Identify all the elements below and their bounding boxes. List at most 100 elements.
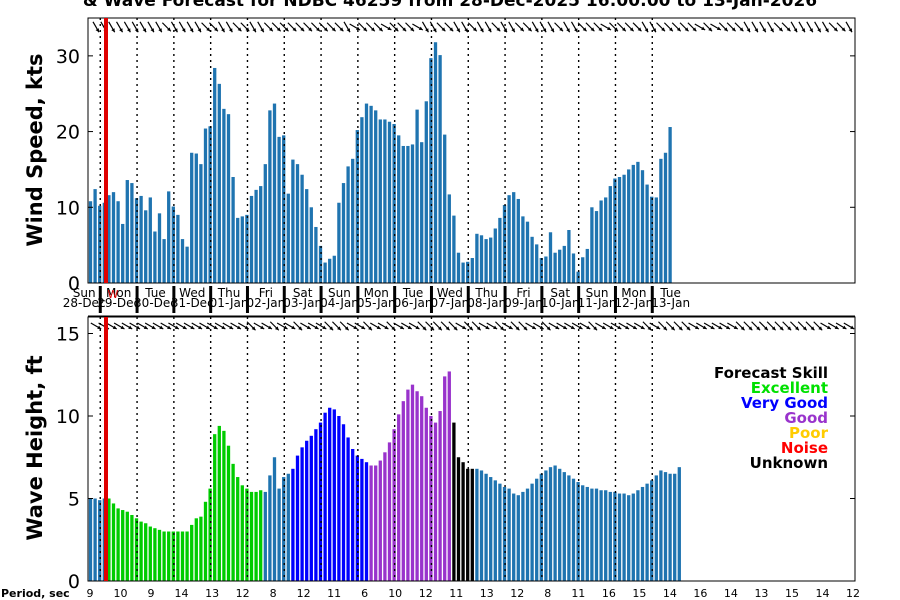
wave-arrow-head xyxy=(415,325,420,329)
wave-bar xyxy=(88,498,93,581)
day-date-label: 09-Jan xyxy=(504,296,543,310)
wind-bar xyxy=(369,105,373,283)
wave-arrow-head xyxy=(384,325,389,329)
day-name-label: Mon xyxy=(364,286,389,300)
wind-bar xyxy=(263,164,267,283)
wave-arrow-head xyxy=(213,325,218,329)
wave-bar xyxy=(562,472,566,581)
wave-bar xyxy=(654,475,658,581)
wave-bar xyxy=(107,498,111,581)
wind-arrow-head xyxy=(237,27,242,32)
wave-bar xyxy=(144,523,148,581)
legend-item-noise: Noise xyxy=(781,439,828,457)
wind-arrow-head xyxy=(684,27,689,32)
period-tick: 8 xyxy=(270,587,277,600)
wave-bar xyxy=(360,458,364,581)
wind-bar xyxy=(424,101,428,283)
wave-bar xyxy=(585,486,589,581)
wind-day-gridlines xyxy=(99,18,653,283)
wind-arrow-head xyxy=(410,27,414,32)
period-tick: 12 xyxy=(510,587,524,600)
wave-bar xyxy=(397,414,401,581)
day-date-label: 31-Dec xyxy=(171,296,214,310)
wave-bar xyxy=(130,515,134,581)
wave-bar xyxy=(489,477,493,581)
wind-bar xyxy=(613,178,617,283)
wave-bar xyxy=(415,391,419,581)
wind-bar xyxy=(470,258,474,283)
wind-y-tick-label: 0 xyxy=(68,273,80,295)
wind-bar xyxy=(502,205,507,283)
day-name-label: Mon xyxy=(106,286,131,300)
wave-bar xyxy=(231,463,235,581)
wave-bar xyxy=(222,430,226,581)
wave-bar xyxy=(599,490,603,581)
wind-arrow-head xyxy=(770,28,774,33)
wave-arrow-head xyxy=(617,325,622,329)
wind-bar xyxy=(627,169,631,283)
day-name-label: Mon xyxy=(621,286,646,300)
wave-height-panel: Wave Height, ft 0 5 10 15 Forecast Skill Ex… xyxy=(1,316,861,600)
period-tick: 6 xyxy=(361,587,368,600)
wind-arrow-head xyxy=(126,28,131,33)
wind-arrow-head xyxy=(574,28,578,33)
wave-bar xyxy=(185,531,189,581)
wave-bar xyxy=(148,526,152,581)
wave-bar xyxy=(190,524,194,581)
wave-bar xyxy=(272,457,277,581)
wave-arrow-head xyxy=(453,326,458,331)
wind-bar xyxy=(360,117,364,283)
wave-bar xyxy=(364,462,369,581)
period-tick: 8 xyxy=(544,587,551,600)
wave-arrow-head xyxy=(686,326,691,331)
wind-y-axis-label: Wind Speed, kts xyxy=(23,53,47,246)
wave-bar xyxy=(318,422,323,581)
wave-arrow-head xyxy=(748,326,753,331)
wind-arrow-head xyxy=(582,27,587,32)
wind-bar xyxy=(631,164,635,283)
period-tick: 10 xyxy=(114,587,128,600)
wind-y-tick-label: 10 xyxy=(56,197,80,219)
wind-arrow-head xyxy=(268,27,273,32)
wave-bar xyxy=(401,401,405,581)
wind-arrow-head xyxy=(676,27,681,32)
wave-y-tick-label: 10 xyxy=(56,406,80,428)
wave-bar xyxy=(199,516,203,581)
wave-arrow-head xyxy=(344,326,349,331)
wind-bar xyxy=(245,214,249,283)
wind-bar xyxy=(461,262,465,283)
wave-bar xyxy=(374,465,378,581)
wave-arrow-head xyxy=(850,325,855,329)
wave-bar xyxy=(171,531,175,581)
wave-arrow-head xyxy=(221,325,226,329)
wave-arrow-head xyxy=(322,325,327,329)
wind-bar xyxy=(259,186,263,283)
wind-arrow-head xyxy=(716,26,721,30)
day-date-label: 01-Jan xyxy=(210,296,249,310)
wind-bar xyxy=(337,202,341,283)
day-date-label: 12-Jan xyxy=(614,296,653,310)
wind-bar xyxy=(180,239,185,283)
wind-bar xyxy=(314,226,318,283)
day-name-label: Fri xyxy=(516,286,530,300)
wave-y-tick-label: 5 xyxy=(68,489,80,511)
wave-arrow-head xyxy=(399,325,404,329)
wind-arrow-head xyxy=(464,28,468,33)
wave-bar xyxy=(383,452,387,581)
wind-bar xyxy=(226,114,231,283)
wind-arrow-head xyxy=(487,28,492,33)
period-label: Period, sec xyxy=(1,587,70,600)
day-name-label: Wed xyxy=(437,286,463,300)
wind-arrow-head xyxy=(252,28,256,33)
wind-bar xyxy=(341,183,346,283)
period-tick-labels: 9 10 9 14 13 12 8 12 11 6 10 12 11 13 12 8 11 16 15 14 16 14 1… xyxy=(87,587,861,600)
wind-arrow-head xyxy=(527,27,532,32)
wave-bar xyxy=(263,491,267,581)
wind-bar xyxy=(415,109,419,283)
wind-bar xyxy=(594,211,599,283)
wave-bar xyxy=(617,493,622,581)
wave-bar xyxy=(300,447,304,581)
period-tick: 16 xyxy=(693,587,707,600)
wave-bar xyxy=(443,376,447,581)
wind-arrow-head xyxy=(331,27,336,32)
